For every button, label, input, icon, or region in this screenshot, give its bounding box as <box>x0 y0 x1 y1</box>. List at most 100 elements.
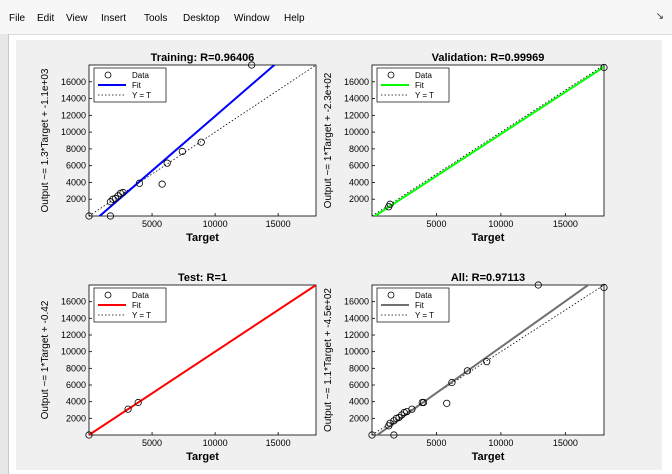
y-axis-label-1: Output ~= 1*Target + -2.3e+02 <box>323 72 334 208</box>
data-point-3-14 <box>448 378 456 387</box>
y-tick-label-1-0: 2000 <box>349 194 369 204</box>
data-point-1-1 <box>386 200 394 208</box>
y-axis-label-0: Output ~= 1.3*Target + -1.1e+03 <box>40 68 51 212</box>
data-point-0-9 <box>158 180 166 188</box>
data-point-3-12 <box>419 398 428 407</box>
y-tick-label-3-7: 16000 <box>344 297 369 307</box>
y-tick-label-3-3: 8000 <box>349 363 369 373</box>
dock-arrow-icon[interactable]: ↘ <box>655 11 664 22</box>
data-point-0-13 <box>248 61 256 69</box>
legend-ideal-label-1: Y = T <box>415 91 434 100</box>
y-tick-label-1-5: 12000 <box>344 110 369 120</box>
x-tick-label-0-1: 10000 <box>203 219 228 229</box>
y-tick-label-3-2: 6000 <box>349 380 369 390</box>
fit-line-1 <box>373 66 604 216</box>
y-tick-label-2-6: 14000 <box>61 313 86 323</box>
y-tick-label-2-3: 8000 <box>66 363 86 373</box>
data-point-3-16 <box>483 358 491 366</box>
legend-fit-label-1: Fit <box>415 81 425 90</box>
y-tick-label-1-4: 10000 <box>344 127 369 137</box>
data-point-0-8 <box>135 179 144 187</box>
legend-ideal-label-3: Y = T <box>415 311 434 320</box>
y-tick-label-3-5: 12000 <box>344 330 369 340</box>
legend-fit-label-3: Fit <box>415 301 425 310</box>
y-axis-label-3: Output ~= 1.1*Target + -4.5e+02 <box>323 288 334 432</box>
legend-data-marker-0 <box>104 71 112 79</box>
data-point-3-4 <box>390 417 398 425</box>
menu-window[interactable]: Window <box>234 13 270 24</box>
y-tick-label-2-1: 4000 <box>66 397 86 407</box>
figure-area: 5000 10000 15000 2000 4000 6000 8000 10000 12000… <box>16 40 662 470</box>
y-tick-label-0-7: 16000 <box>61 77 86 87</box>
x-tick-label-2-0: 5000 <box>142 438 162 448</box>
x-tick-label-0-0: 5000 <box>142 219 162 229</box>
x-axis-label-0: Target <box>186 232 219 244</box>
y-tick-label-1-1: 4000 <box>349 177 369 187</box>
ideal-line-1 <box>372 65 604 216</box>
window-left-edge <box>0 34 9 474</box>
legend-data-label-3: Data <box>415 291 432 300</box>
x-tick-label-1-1: 10000 <box>488 219 513 229</box>
data-point-2-0 <box>85 431 93 439</box>
data-point-3-13 <box>443 399 451 407</box>
data-point-3-6 <box>395 413 403 422</box>
legend-data-label-1: Data <box>415 71 432 80</box>
menu-help[interactable]: Help <box>284 13 305 24</box>
y-tick-label-0-6: 14000 <box>61 94 86 104</box>
y-tick-label-2-5: 12000 <box>61 330 86 340</box>
data-point-3-2 <box>386 419 394 427</box>
data-point-0-11 <box>178 147 186 156</box>
legend-fit-label-0: Fit <box>132 81 142 90</box>
x-axis-label-1: Target <box>472 232 505 244</box>
y-tick-label-1-2: 6000 <box>349 161 369 171</box>
menu-tools[interactable]: Tools <box>144 13 168 24</box>
menu-view[interactable]: View <box>66 13 88 24</box>
y-tick-label-3-4: 10000 <box>344 347 369 357</box>
data-point-0-10 <box>163 159 171 167</box>
data-point-0-12 <box>197 138 205 146</box>
menu-bar: File Edit View Insert Tools Desktop Wind… <box>0 0 672 35</box>
y-tick-label-1-7: 16000 <box>344 77 369 87</box>
data-point-0-7 <box>119 188 127 197</box>
y-tick-label-2-0: 2000 <box>66 413 86 423</box>
fit-line-2 <box>89 285 316 435</box>
y-tick-label-0-0: 2000 <box>66 194 86 204</box>
data-point-0-5 <box>114 192 122 200</box>
x-axis-label-3: Target <box>472 451 505 463</box>
y-tick-label-3-1: 4000 <box>349 397 369 407</box>
y-tick-label-0-1: 4000 <box>66 177 86 187</box>
data-point-3-15 <box>463 367 471 375</box>
data-point-3-3 <box>390 431 398 439</box>
y-axis-label-2: Output ~= 1*Target + -0.42 <box>40 300 51 419</box>
legend-box-0 <box>93 67 167 103</box>
data-point-1-2 <box>600 63 608 72</box>
y-tick-label-0-4: 10000 <box>61 127 86 137</box>
data-point-0-1 <box>106 212 115 220</box>
legend-data-label-0: Data <box>132 71 149 80</box>
legend-data-marker-2 <box>104 291 112 299</box>
menu-file[interactable]: File <box>9 13 26 24</box>
x-tick-label-3-2: 15000 <box>553 438 578 448</box>
data-point-3-0 <box>368 431 376 439</box>
legend-fit-label-2: Fit <box>132 301 142 310</box>
y-tick-label-2-4: 10000 <box>61 347 86 357</box>
data-point-0-4 <box>111 194 120 202</box>
x-tick-label-2-2: 15000 <box>266 438 291 448</box>
plot-title-0: Training: R=0.96406 <box>151 52 255 64</box>
x-axis-label-2: Target <box>186 451 219 463</box>
data-point-0-0 <box>85 212 93 220</box>
menu-insert[interactable]: Insert <box>101 13 127 24</box>
y-tick-label-0-3: 8000 <box>66 144 86 154</box>
plot-title-2: Test: R=1 <box>178 272 227 284</box>
y-tick-label-0-5: 12000 <box>61 110 86 120</box>
data-point-3-10 <box>408 405 416 413</box>
data-point-3-18 <box>600 283 608 292</box>
x-tick-label-3-1: 10000 <box>488 438 513 448</box>
y-tick-label-2-2: 6000 <box>66 380 86 390</box>
y-tick-label-0-2: 6000 <box>66 161 86 171</box>
menu-edit[interactable]: Edit <box>37 13 55 24</box>
menu-desktop[interactable]: Desktop <box>183 13 220 24</box>
legend-data-marker-1 <box>387 71 395 79</box>
y-tick-label-3-6: 14000 <box>344 313 369 323</box>
ideal-line-3 <box>372 285 604 435</box>
